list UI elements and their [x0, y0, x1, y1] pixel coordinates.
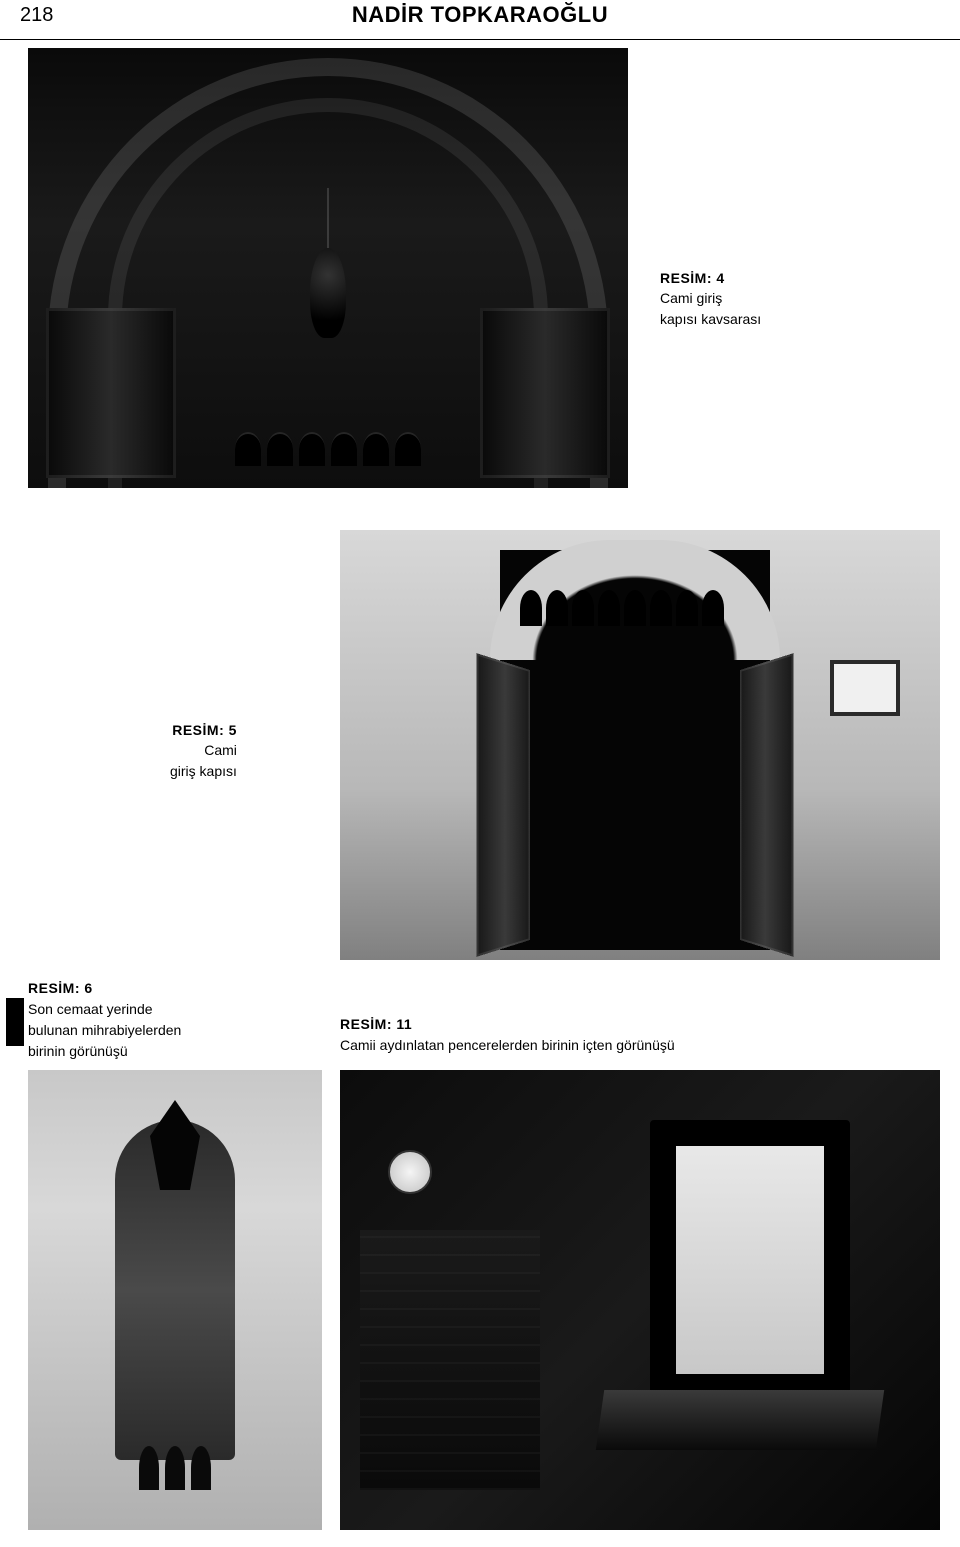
figure-5-caption: RESİM: 5 Cami giriş kapısı — [170, 720, 237, 781]
figure-5-line1: Cami — [170, 740, 237, 760]
figure-6-line1: Son cemaat yerinde — [28, 999, 181, 1020]
scallop-shape — [546, 590, 568, 626]
scallop-shape — [650, 590, 672, 626]
mihrab-base-row — [139, 1446, 211, 1490]
figure-11-photo — [340, 1070, 940, 1530]
scallop-shape — [520, 590, 542, 626]
figure-6-line3: birinin görünüşü — [28, 1041, 181, 1062]
figure-6-line2: bulunan mihrabiyelerden — [28, 1020, 181, 1041]
scallop-shape — [299, 432, 325, 466]
scallop-shape — [267, 432, 293, 466]
figure-4-photo — [28, 48, 628, 488]
figure-11-caption: RESİM: 11 Camii aydınlatan pencerelerden… — [340, 1014, 675, 1056]
figure-11-line1: Camii aydınlatan pencerelerden birinin i… — [340, 1035, 675, 1056]
finial-shape — [191, 1446, 211, 1490]
figure-6-title: RESİM: 6 — [28, 978, 181, 999]
scallop-shape — [331, 432, 357, 466]
scallop-shape — [598, 590, 620, 626]
mihrab-finial-shape — [150, 1100, 200, 1190]
figure-4-line2: kapısı kavsarası — [660, 309, 761, 329]
figure-5-title: RESİM: 5 — [170, 720, 237, 740]
author-name: NADİR TOPKARAOĞLU — [352, 2, 608, 28]
wall-clock-shape — [388, 1150, 432, 1194]
scallop-shape — [624, 590, 646, 626]
door-muqarnas-row — [520, 590, 724, 626]
scallop-shape — [363, 432, 389, 466]
scallop-shape — [572, 590, 594, 626]
scallop-shape — [395, 432, 421, 466]
page-header: 218 NADİR TOPKARAOĞLU — [0, 0, 960, 40]
muqarnas-row — [235, 432, 421, 466]
finial-shape — [139, 1446, 159, 1490]
hanging-lamp-shape — [310, 248, 346, 338]
right-panel-shape — [480, 308, 610, 478]
figure-5-photo — [340, 530, 940, 960]
wall-texture-shape — [360, 1230, 540, 1490]
scallop-shape — [702, 590, 724, 626]
margin-marker — [6, 998, 24, 1046]
figure-6-caption: RESİM: 6 Son cemaat yerinde bulunan mihr… — [28, 978, 181, 1062]
figure-11-title: RESİM: 11 — [340, 1014, 675, 1035]
figure-5-line2: giriş kapısı — [170, 761, 237, 781]
figure-4-title: RESİM: 4 — [660, 268, 761, 288]
door-leaf-left — [477, 653, 530, 957]
figure-4-line1: Cami giriş — [660, 288, 761, 308]
page-number: 218 — [20, 4, 53, 27]
wall-plaque-shape — [830, 660, 900, 716]
door-leaf-right — [740, 653, 793, 957]
left-panel-shape — [46, 308, 176, 478]
window-ledge-shape — [596, 1390, 884, 1450]
scallop-shape — [676, 590, 698, 626]
scallop-shape — [235, 432, 261, 466]
window-opening-shape — [650, 1120, 850, 1400]
figure-6-photo — [28, 1070, 322, 1530]
figure-4-caption: RESİM: 4 Cami giriş kapısı kavsarası — [660, 268, 761, 329]
finial-shape — [165, 1446, 185, 1490]
